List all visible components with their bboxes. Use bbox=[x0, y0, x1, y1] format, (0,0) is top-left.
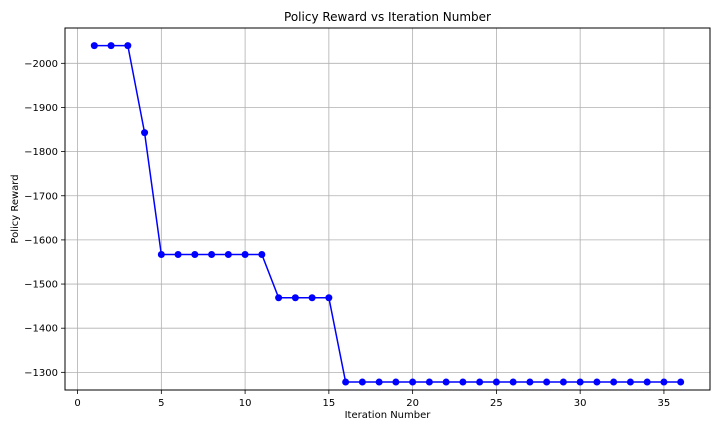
x-tick-label: 25 bbox=[490, 398, 503, 409]
data-point bbox=[677, 378, 685, 386]
data-point bbox=[442, 378, 450, 386]
data-point bbox=[124, 42, 132, 50]
data-point bbox=[275, 294, 283, 302]
data-point bbox=[526, 378, 534, 386]
y-tick-label: −1600 bbox=[24, 235, 58, 246]
data-point bbox=[258, 250, 266, 258]
y-tick-label: −1700 bbox=[24, 191, 58, 202]
y-tick-label: −1400 bbox=[24, 324, 58, 335]
data-point bbox=[308, 294, 316, 302]
data-point bbox=[90, 42, 98, 50]
y-tick-label: −1300 bbox=[24, 368, 58, 379]
data-point bbox=[476, 378, 484, 386]
grid bbox=[65, 28, 710, 390]
data-point bbox=[291, 294, 299, 302]
data-point bbox=[141, 129, 149, 137]
x-tick-label: 0 bbox=[74, 398, 80, 409]
y-tick-label: −1900 bbox=[24, 103, 58, 114]
x-tick-label: 20 bbox=[406, 398, 419, 409]
data-point bbox=[409, 378, 417, 386]
chart-title: Policy Reward vs Iteration Number bbox=[284, 10, 491, 24]
data-point bbox=[241, 250, 249, 258]
data-point bbox=[392, 378, 400, 386]
data-point bbox=[543, 378, 551, 386]
x-tick-label: 30 bbox=[574, 398, 587, 409]
data-point bbox=[157, 250, 165, 258]
data-point bbox=[559, 378, 567, 386]
data-point bbox=[174, 250, 182, 258]
y-axis-ticks: −2000 −1900 −1800 −1700 −1600 −1500 −1400 −1300 bbox=[24, 59, 65, 379]
y-axis-label: Policy Reward bbox=[10, 174, 21, 243]
data-point bbox=[576, 378, 584, 386]
data-point bbox=[610, 378, 618, 386]
data-point bbox=[492, 378, 500, 386]
data-point bbox=[509, 378, 517, 386]
y-tick-label: −1800 bbox=[24, 147, 58, 158]
x-tick-label: 5 bbox=[158, 398, 164, 409]
plot-frame bbox=[64, 27, 711, 391]
data-point bbox=[224, 250, 232, 258]
x-tick-label: 10 bbox=[239, 398, 252, 409]
data-point bbox=[191, 250, 199, 258]
y-tick-label: −1500 bbox=[24, 280, 58, 291]
data-point bbox=[660, 378, 668, 386]
data-point bbox=[425, 378, 433, 386]
x-tick-label: 35 bbox=[658, 398, 671, 409]
x-axis-ticks: 0 5 10 15 20 25 30 35 bbox=[74, 390, 670, 409]
data-point bbox=[358, 378, 366, 386]
data-point bbox=[593, 378, 601, 386]
data-point bbox=[325, 294, 333, 302]
data-point bbox=[626, 378, 634, 386]
x-tick-label: 15 bbox=[322, 398, 335, 409]
series-group bbox=[90, 42, 685, 386]
x-axis-label: Iteration Number bbox=[345, 410, 432, 421]
data-point bbox=[107, 42, 115, 50]
data-point bbox=[459, 378, 467, 386]
data-point bbox=[375, 378, 383, 386]
data-point bbox=[342, 378, 350, 386]
data-point bbox=[208, 250, 216, 258]
y-tick-label: −2000 bbox=[24, 59, 58, 70]
data-point bbox=[643, 378, 651, 386]
